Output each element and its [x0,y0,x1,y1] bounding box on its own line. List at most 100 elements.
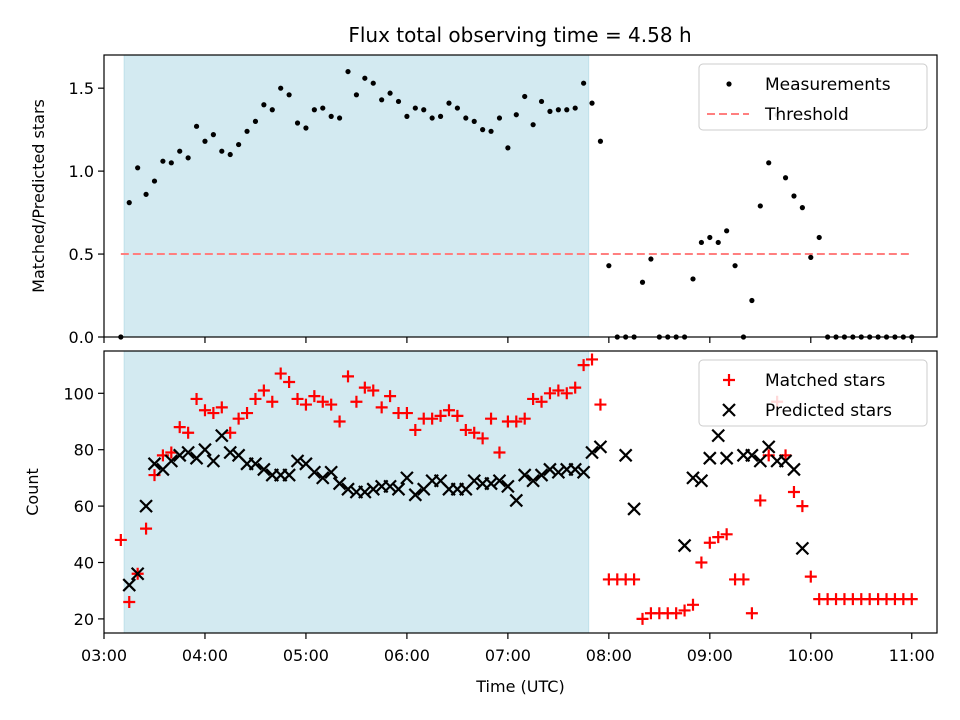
predicted-point [694,473,709,488]
axes-frame [103,350,938,634]
matched-point [232,412,245,425]
data-point [143,191,149,197]
predicted-point [501,479,515,494]
predicted-point [139,499,153,513]
y-tick-label: 100 [63,384,94,403]
data-point [732,263,738,269]
matched-point [670,607,683,620]
predicted-point [593,440,608,454]
data-point [505,145,511,151]
matched-point [905,593,918,606]
data-point [513,112,519,118]
predicted-point [290,454,305,468]
matched-point [190,392,203,405]
data-point [522,93,528,100]
x-tick-label: 08:00 [586,646,632,665]
matched-point [165,446,178,459]
x-tick-label: 05:00 [283,646,329,665]
matched-point [358,381,371,394]
data-point [336,115,343,121]
observing-window-band [123,54,590,338]
axes-frame [103,54,938,338]
predicted-point [282,468,296,482]
data-point [749,297,755,304]
predicted-point [719,451,734,465]
matched-point [737,573,750,586]
data-point [808,254,814,260]
predicted-point [745,448,759,463]
predicted-point [585,445,599,460]
data-point [269,107,275,113]
matched-point [586,353,599,366]
data-point [766,160,772,166]
matched-point [182,426,195,439]
data-point [648,256,654,262]
x-tick-label: 11:00 [889,646,935,665]
predicted-point [618,448,633,463]
data-point [715,239,721,246]
matched-point [720,528,733,541]
matched-point [241,407,254,420]
matched-point [266,395,279,408]
predicted-point [206,454,221,468]
matched-point [527,392,540,405]
matched-point [249,392,262,405]
matched-point [686,598,699,611]
matched-point [442,404,455,417]
x-tick-label: 10:00 [788,646,834,665]
matched-point [400,407,413,420]
predicted-point [467,473,481,488]
legend: Measurements Threshold [698,63,928,131]
x-axis-label: Time (UTC) [475,677,564,696]
matched-point [375,401,388,414]
series-matched-stars [114,353,918,625]
data-point [639,279,646,285]
predicted-point [711,428,726,443]
data-point [799,205,805,211]
y-tick-label: 60 [74,497,94,516]
data-point [395,98,402,105]
data-point [757,203,763,209]
matched-point [316,395,329,408]
predicted-point [324,465,338,480]
predicted-point [408,488,423,502]
predicted-point [181,445,195,460]
predicted-point [366,482,381,496]
data-point [362,75,368,81]
data-point [496,115,503,121]
predicted-point [130,567,145,581]
matched-point [283,376,296,389]
data-point [303,125,309,131]
data-point [311,107,317,113]
matched-point [224,426,237,439]
data-point [454,105,460,111]
matched-point [552,384,565,397]
data-point [446,100,452,106]
data-point [328,113,334,119]
data-point [547,108,553,114]
predicted-point [248,457,263,471]
data-point [488,128,494,134]
data-point [572,105,578,111]
data-point [160,158,166,164]
matched-point [560,387,573,400]
data-point [421,107,427,113]
matched-point [804,570,817,583]
data-point [564,107,570,113]
data-point [724,228,730,234]
y-tick-label: 0.5 [69,245,94,264]
matched-point [350,395,363,408]
x-tick-label: 03:00 [81,646,127,665]
data-point [185,155,191,161]
top-panel: 0.0 0.5 1.0 1.5 Matched/Predicted stars Measu… [29,54,938,347]
matched-point [308,390,321,403]
matched-point [114,533,127,546]
predicted-point [307,465,322,480]
matched-point [703,536,716,549]
predicted-point [677,538,692,553]
matched-point [426,412,439,425]
data-point [193,123,200,129]
data-point [219,148,225,154]
data-point [530,122,536,128]
matched-point [577,359,590,372]
